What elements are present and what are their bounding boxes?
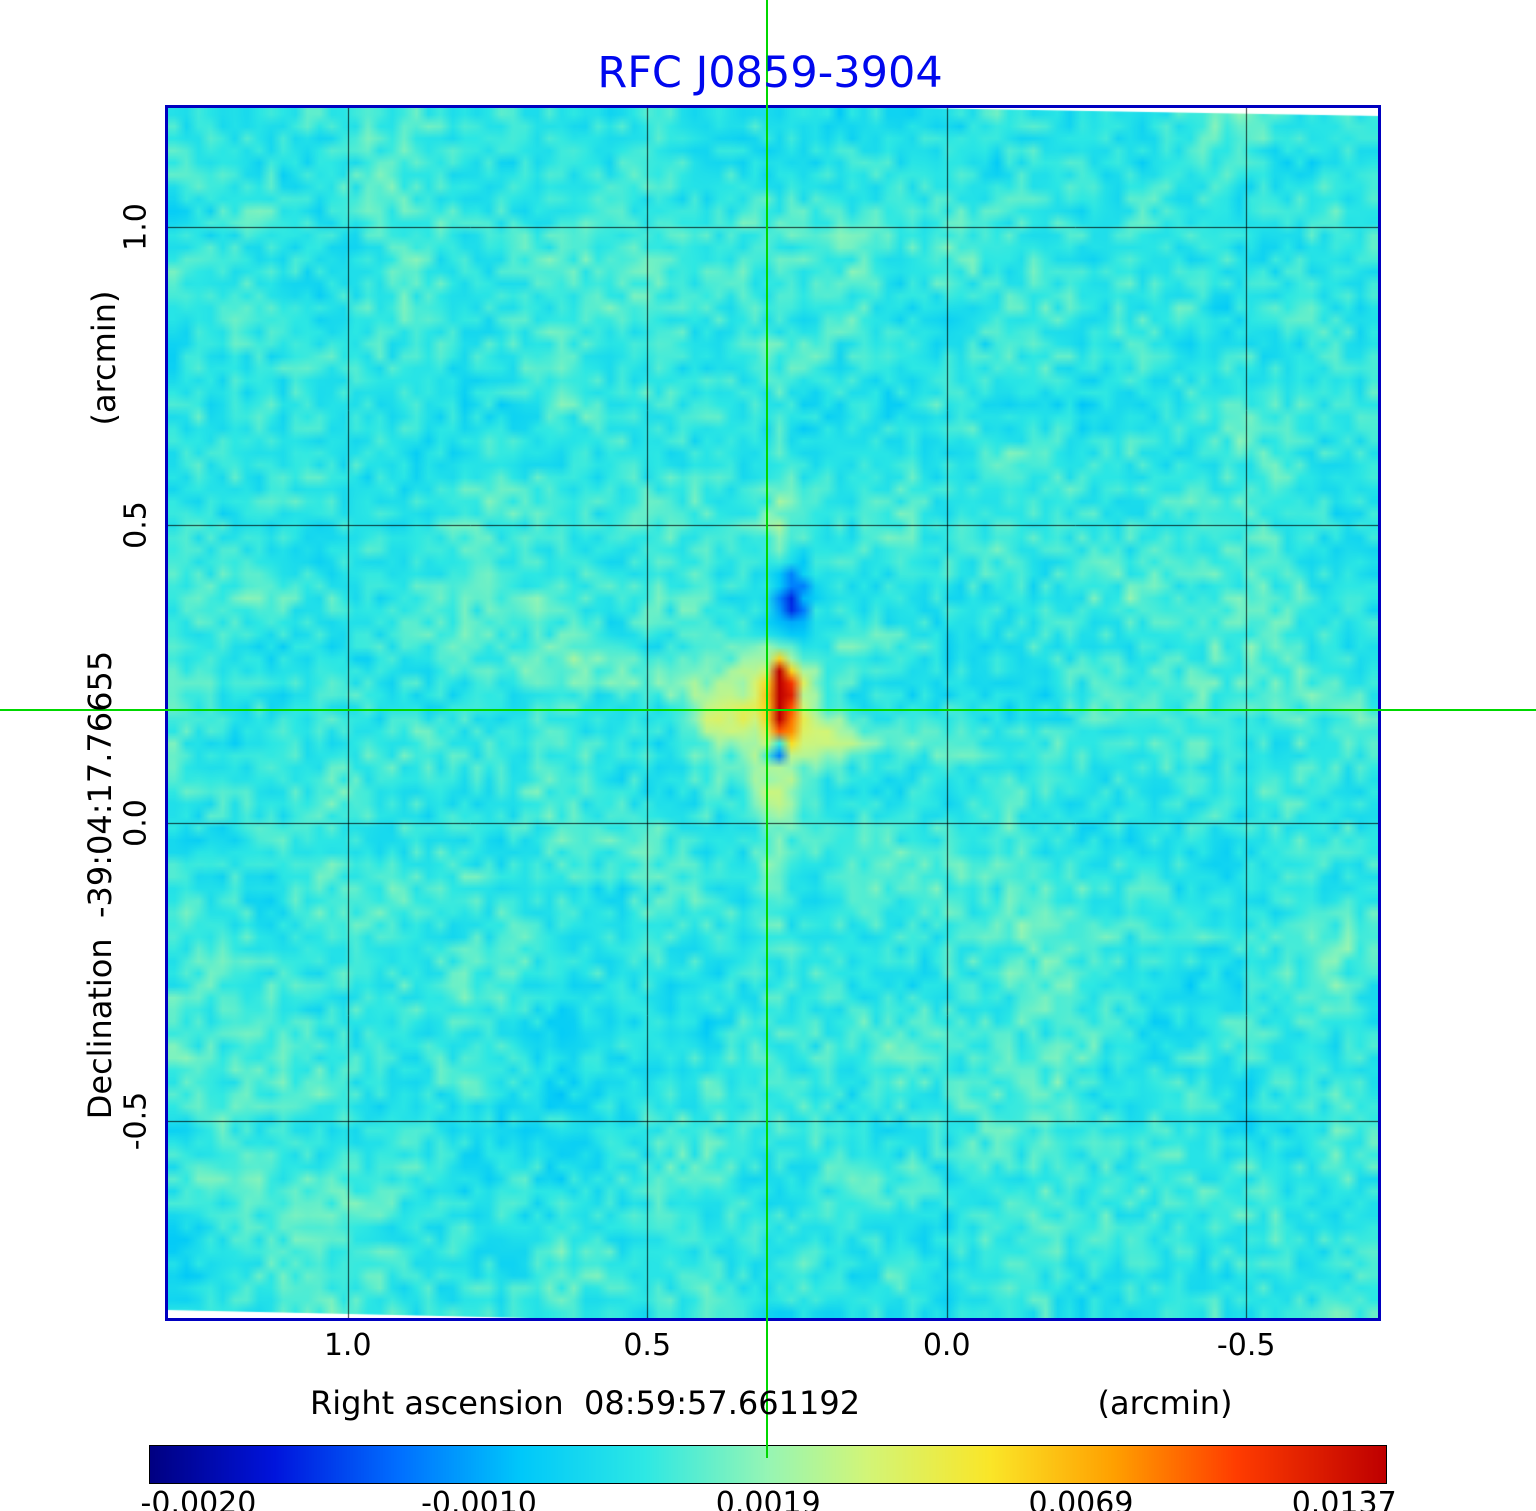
x-axis-label: Right ascension 08:59:57.661192: [309, 1384, 861, 1422]
y-tick-label: -0.5: [118, 1092, 154, 1151]
heatmap-plot: [165, 105, 1381, 1321]
x-tick-label: 0.5: [623, 1328, 672, 1363]
x-tick-label: 1.0: [323, 1328, 372, 1363]
y-axis-label: Declination -39:04:17.76655: [81, 650, 119, 1120]
colorbar-tick-label: 0.0069: [1028, 1486, 1134, 1511]
colorbar-tick-label: 0.0137: [1291, 1486, 1397, 1511]
colorbar: [149, 1445, 1387, 1484]
y-axis-unit-label: (arcmin): [85, 290, 123, 426]
x-axis-unit-label: (arcmin): [1097, 1384, 1233, 1422]
y-tick-label: 0.0: [118, 799, 154, 848]
crosshair-vertical-line: [766, 0, 768, 1458]
x-tick-label: 0.0: [922, 1328, 971, 1363]
colorbar-tick-label: 0.0019: [715, 1486, 821, 1511]
heatmap-canvas: [168, 108, 1378, 1318]
crosshair-horizontal-line: [0, 709, 1536, 712]
colorbar-tick-label: -0.0020: [140, 1486, 257, 1511]
y-tick-label: 0.5: [118, 501, 154, 550]
x-tick-label: -0.5: [1216, 1328, 1276, 1363]
colorbar-tick-label: -0.0010: [421, 1486, 537, 1511]
chart-title: RFC J0859-3904: [597, 48, 943, 98]
y-tick-label: 1.0: [118, 203, 154, 252]
